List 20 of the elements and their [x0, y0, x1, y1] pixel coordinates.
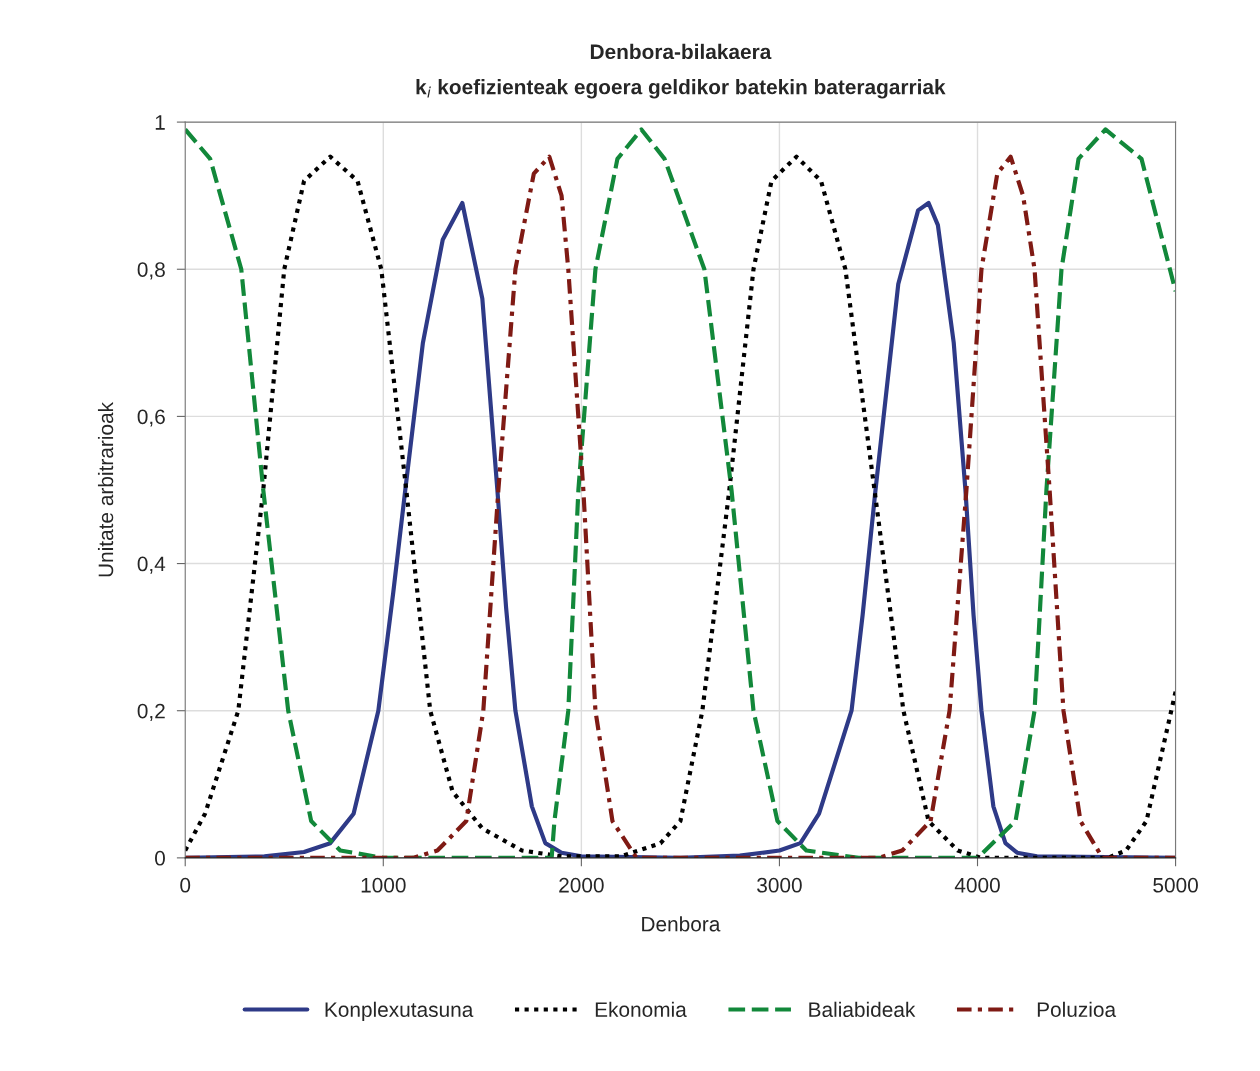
legend-label: Poluzioa — [1037, 1001, 1117, 1018]
y-tick-label: 0,4 — [137, 556, 166, 574]
legend-label: Baliabideak — [809, 1001, 916, 1018]
y-tick-label: 0,8 — [137, 262, 165, 280]
x-axis-title: Denbora — [642, 916, 721, 932]
x-tick-label: 5000 — [1153, 877, 1198, 893]
x-tick-label: 3000 — [757, 877, 802, 893]
legend-label: Konplexutasuna — [325, 1001, 474, 1022]
y-tick-label: 0,6 — [137, 409, 165, 427]
x-tick-label: 2000 — [559, 877, 604, 893]
chart-subtitle: k$_{i}$ koefizienteak egoera geldikor batekin bateragarriak — [416, 79, 946, 99]
chart-title: Denbora-bilakaera — [590, 43, 772, 60]
y-tick-label: 0,2 — [137, 703, 165, 721]
legend-label: Ekonomia — [595, 1001, 687, 1018]
x-tick-label: 1000 — [361, 877, 406, 893]
y-axis-title: Unitate arbitrarioak — [97, 401, 114, 577]
y-tick-label: 0 — [155, 850, 165, 866]
x-tick-label: 0 — [180, 877, 191, 893]
x-tick-label: 4000 — [954, 877, 1000, 893]
y-tick-label: 1 — [155, 115, 165, 130]
